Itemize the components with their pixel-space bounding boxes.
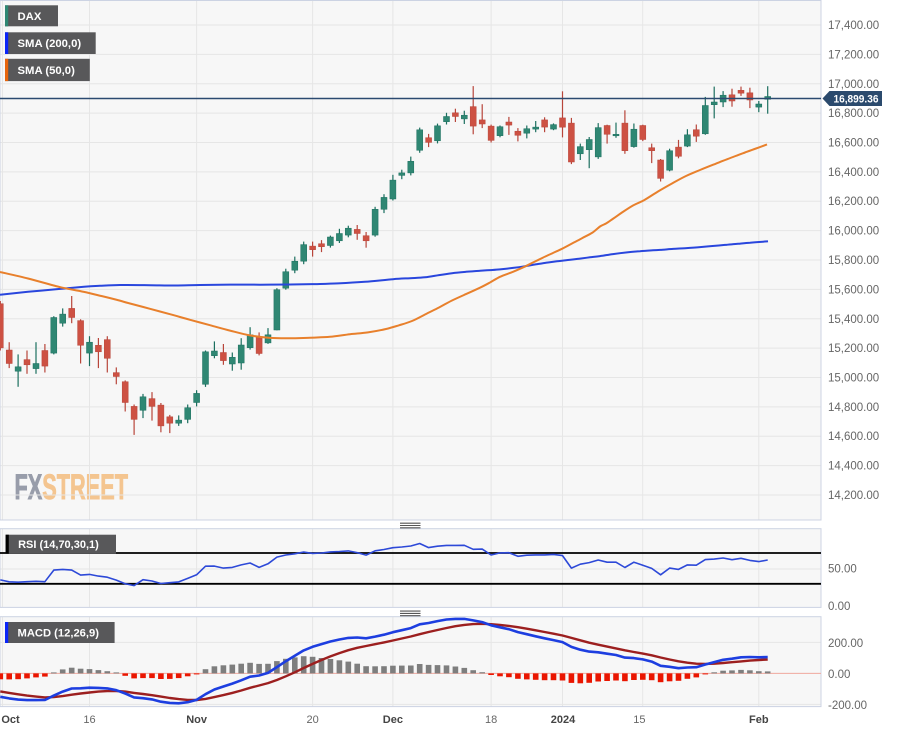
svg-text:0.00: 0.00: [828, 601, 850, 613]
svg-text:15,600.00: 15,600.00: [828, 284, 879, 296]
svg-text:15,800.00: 15,800.00: [828, 255, 879, 267]
svg-text:16,000.00: 16,000.00: [828, 226, 879, 238]
svg-text:16,600.00: 16,600.00: [828, 138, 879, 150]
svg-text:14,200.00: 14,200.00: [828, 490, 879, 502]
svg-text:16,899.36: 16,899.36: [834, 94, 879, 106]
svg-text:15,000.00: 15,000.00: [828, 373, 879, 385]
svg-text:0.00: 0.00: [828, 669, 850, 681]
svg-text:14,600.00: 14,600.00: [828, 431, 879, 443]
svg-text:MACD (12,26,9): MACD (12,26,9): [18, 628, 100, 640]
svg-text:SMA (200,0): SMA (200,0): [18, 38, 82, 50]
svg-text:FXSTREET: FXSTREET: [15, 469, 129, 507]
svg-text:16: 16: [83, 714, 95, 726]
svg-text:16,200.00: 16,200.00: [828, 196, 879, 208]
svg-text:15,400.00: 15,400.00: [828, 314, 879, 326]
svg-text:18: 18: [485, 714, 497, 726]
svg-text:DAX: DAX: [18, 11, 42, 23]
svg-text:50.00: 50.00: [828, 564, 857, 576]
svg-text:RSI (14,70,30,1): RSI (14,70,30,1): [18, 539, 99, 551]
svg-text:Feb: Feb: [749, 714, 769, 726]
svg-text:17,200.00: 17,200.00: [828, 49, 879, 61]
svg-text:Oct: Oct: [1, 714, 20, 726]
svg-text:200.00: 200.00: [828, 638, 863, 650]
svg-text:-200.00: -200.00: [828, 700, 867, 712]
svg-text:17,000.00: 17,000.00: [828, 79, 879, 91]
svg-text:14,400.00: 14,400.00: [828, 461, 879, 473]
svg-text:16,400.00: 16,400.00: [828, 167, 879, 179]
svg-text:Nov: Nov: [186, 714, 208, 726]
svg-text:14,800.00: 14,800.00: [828, 402, 879, 414]
svg-text:Dec: Dec: [383, 714, 403, 726]
svg-text:16,800.00: 16,800.00: [828, 108, 879, 120]
svg-text:20: 20: [306, 714, 318, 726]
svg-text:15: 15: [633, 714, 645, 726]
svg-text:SMA (50,0): SMA (50,0): [18, 65, 76, 77]
svg-text:15,200.00: 15,200.00: [828, 343, 879, 355]
svg-text:17,400.00: 17,400.00: [828, 20, 879, 32]
svg-text:2024: 2024: [551, 714, 576, 726]
